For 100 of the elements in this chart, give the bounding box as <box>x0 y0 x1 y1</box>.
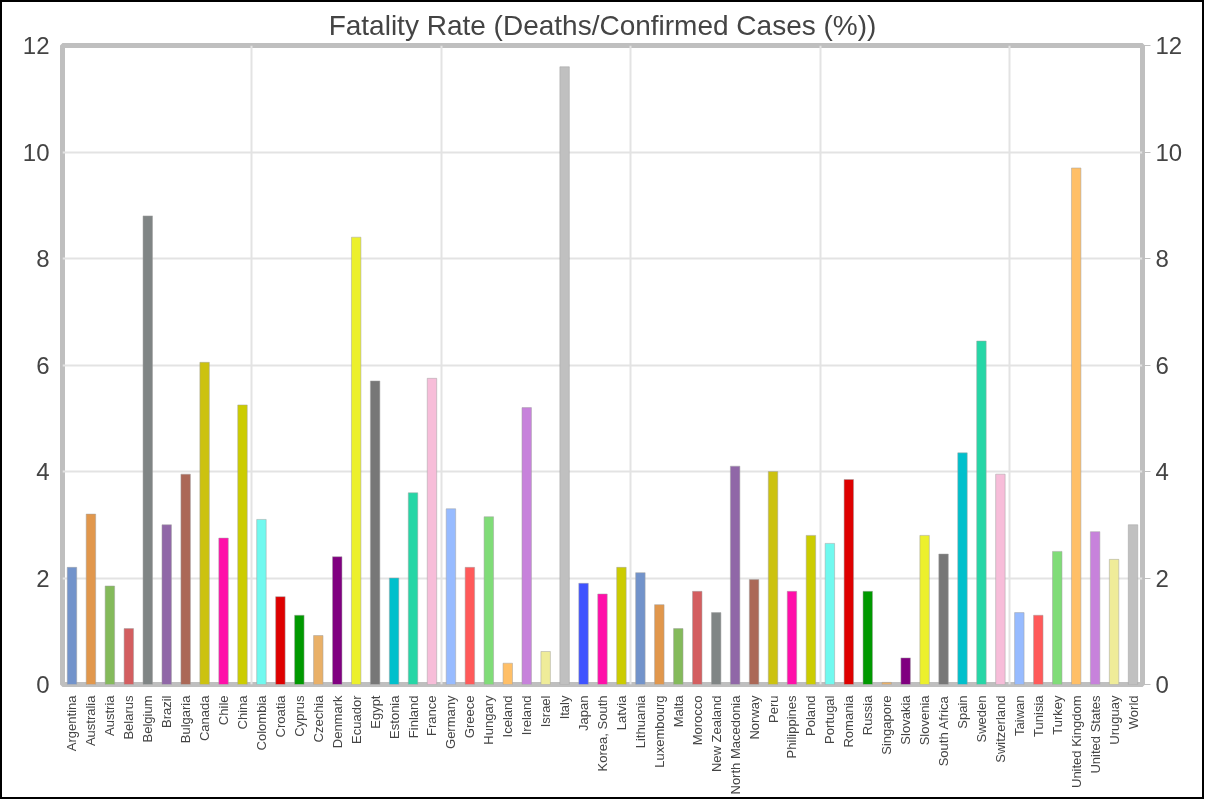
bar <box>275 596 286 685</box>
bar <box>123 628 134 685</box>
x-tick-label: Norway <box>746 695 762 740</box>
y-tick-label: 2 <box>1155 564 1169 592</box>
bar <box>218 537 229 685</box>
x-tick-label: France <box>424 695 440 736</box>
x-tick-label: Slovakia <box>898 694 914 745</box>
bar <box>483 516 494 685</box>
bar <box>805 535 816 685</box>
bar <box>1090 531 1101 685</box>
x-tick-label: Turkey <box>1049 695 1065 735</box>
x-tick-label: Peru <box>765 695 781 723</box>
x-tick-label: Spain <box>955 695 970 729</box>
bar <box>313 635 324 685</box>
bar <box>1109 559 1120 685</box>
x-tick-label: Bulgaria <box>178 694 194 744</box>
bar <box>824 543 835 685</box>
bar <box>351 236 362 685</box>
bar <box>730 465 741 685</box>
bar <box>616 567 627 685</box>
bar <box>332 556 343 685</box>
bar <box>237 404 248 685</box>
x-tick-label: Singapore <box>879 695 895 755</box>
bar <box>502 662 513 685</box>
y2-tick-label: 0 <box>36 671 50 698</box>
bar <box>1052 551 1063 685</box>
bar <box>256 519 267 685</box>
x-tick-label: Poland <box>803 695 819 736</box>
x-tick-label: Belarus <box>121 695 137 740</box>
x-tick-label: Latvia <box>613 694 629 731</box>
bar <box>104 585 115 685</box>
x-tick-label: Switzerland <box>992 695 1008 763</box>
x-tick-label: Cyprus <box>291 695 307 737</box>
x-tick-label: Hungary <box>481 695 497 745</box>
bar <box>862 591 873 685</box>
y-tick-label: 10 <box>1155 138 1183 166</box>
y2-tick-label: 12 <box>22 32 50 59</box>
x-tick-label: New Zealand <box>708 695 724 773</box>
bar <box>540 651 551 685</box>
x-tick-label: Canada <box>197 694 213 742</box>
chart-title: Fatality Rate (Deaths/Confirmed Cases (%)) <box>328 9 877 41</box>
x-tick-label: United States <box>1087 695 1103 774</box>
x-tick-label: Denmark <box>329 695 345 749</box>
y2-tick-label: 4 <box>36 458 50 485</box>
x-tick-label: Taiwan <box>1011 695 1027 736</box>
bar <box>85 513 96 685</box>
y-tick-label: 8 <box>1155 245 1169 272</box>
x-tick-label: Brazil <box>159 695 175 729</box>
bar <box>66 567 77 685</box>
x-tick-label: Tunisia <box>1030 694 1046 737</box>
x-tick-label: Italy <box>557 695 573 720</box>
bar <box>786 591 797 685</box>
bar <box>692 591 703 685</box>
x-tick-label: Sweden <box>973 695 989 743</box>
bar <box>938 553 949 685</box>
x-tick-label: World <box>1125 695 1141 730</box>
x-tick-label: Egypt <box>367 695 383 729</box>
y-tick-label: 0 <box>1155 671 1169 698</box>
x-tick-label: Japan <box>576 695 592 731</box>
x-tick-label: Israel <box>538 695 554 728</box>
x-tick-label: Malta <box>670 694 686 728</box>
bar <box>370 380 381 685</box>
bar <box>521 407 532 685</box>
y-tick-label: 6 <box>1155 351 1169 379</box>
x-tick-label: Argentina <box>64 694 80 752</box>
x-tick-label: South Africa <box>936 695 952 767</box>
x-tick-label: Australia <box>83 694 99 747</box>
bar <box>919 535 930 685</box>
y2-tick-label: 6 <box>36 351 50 379</box>
bar <box>654 604 665 685</box>
bar <box>445 508 456 685</box>
x-tick-label: Morocco <box>689 695 705 746</box>
bar <box>389 577 400 685</box>
x-tick-label: United Kingdom <box>1068 695 1084 788</box>
bar <box>711 612 722 685</box>
y2-tick-label: 8 <box>36 245 50 272</box>
x-tick-label: Estonia <box>386 694 402 739</box>
bar <box>900 657 911 685</box>
x-tick-label: Lithuania <box>632 694 648 749</box>
x-tick-label: Ireland <box>519 695 535 736</box>
bar <box>199 362 210 685</box>
x-tick-label: Romania <box>841 694 857 748</box>
x-tick-label: Portugal <box>822 695 838 744</box>
bar <box>597 593 608 685</box>
bar <box>768 471 779 685</box>
bar <box>635 572 646 685</box>
bar <box>1014 612 1025 685</box>
bar <box>180 473 191 685</box>
x-tick-label: Colombia <box>253 694 269 751</box>
x-tick-label: Finland <box>405 695 421 739</box>
y2-tick-label: 2 <box>36 564 50 592</box>
bar <box>161 524 172 685</box>
x-tick-label: Iceland <box>500 695 516 738</box>
bar <box>426 378 437 685</box>
x-tick-label: Germany <box>443 695 459 749</box>
x-tick-label: Philippines <box>784 695 800 759</box>
x-tick-label: Slovenia <box>917 694 933 746</box>
bar <box>1071 167 1082 685</box>
x-tick-label: Belgium <box>140 695 156 743</box>
x-tick-label: Korea, South <box>595 695 610 772</box>
